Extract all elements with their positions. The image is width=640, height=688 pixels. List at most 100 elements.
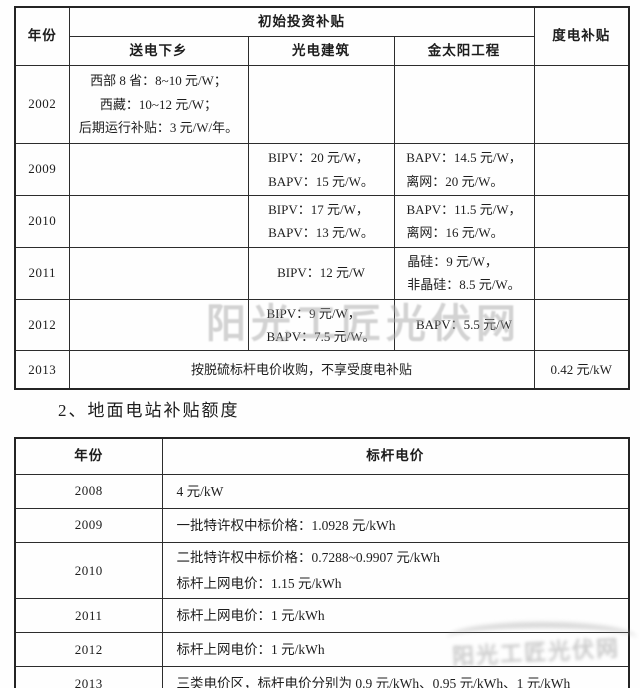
year-cell: 2011 <box>14 598 163 634</box>
year-cell: 2012 <box>14 298 70 352</box>
cell-line: BIPV：9 元/W， <box>266 305 361 321</box>
cell-line: BAPV：11.5 元/W， <box>406 202 522 217</box>
cell-line: BIPV：17 元/W， <box>268 202 369 217</box>
guang-cell: BIPV：9 元/W， BAPV：7.5 元/W。 <box>247 298 395 352</box>
table1-header-sub3: 金太阳工程 <box>393 36 535 66</box>
cell-line: 离网：16 元/W。 <box>406 225 504 241</box>
table1-header-group: 初始投资补贴 <box>68 6 535 37</box>
cell-lines: BIPV：20 元/W， BAPV：15 元/W。 <box>268 146 374 193</box>
empty-cell <box>68 298 249 352</box>
song-cell: 西部 8 省：8~10 元/W； 西藏：10~12 元/W； 后期运行补贴：3 … <box>68 65 249 144</box>
cell-line: BIPV：20 元/W， <box>268 150 369 166</box>
cell-line: 后期运行补贴：3 元/W/年。 <box>78 120 239 136</box>
guang-cell: BIPV：12 元/W <box>247 246 395 300</box>
cell-line: 标杆上网电价：1 元/kWh <box>176 641 325 657</box>
table2-row-2013: 2013 三类电价区，标杆电价分别为 0.9 元/kWh、0.95 元/kWh、… <box>14 666 630 688</box>
cell-line: 离网：20 元/W。 <box>406 173 504 189</box>
cell-line: 标杆上网电价：1.15 元/kWh <box>176 575 342 591</box>
table2-header-price: 标杆电价 <box>161 437 630 475</box>
table1-row-2013: 2013 按脱硫标杆电价收购，不享受度电补贴 0.42 元/kW <box>14 350 630 390</box>
price-cell: 标杆上网电价：1 元/kWh <box>161 632 630 668</box>
price-cell: 二批特许权中标价格：0.7288~0.9907 元/kWh 标杆上网电价：1.1… <box>161 541 630 600</box>
table2-row-2012: 2012 标杆上网电价：1 元/kWh <box>14 632 630 668</box>
year-cell: 2008 <box>14 474 163 509</box>
cell-line: BIPV：12 元/W <box>277 265 365 281</box>
cell-line: 二批特许权中标价格：0.7288~0.9907 元/kWh <box>176 550 440 565</box>
table2-header-row: 年份 标杆电价 <box>14 437 630 475</box>
year-cell: 2002 <box>14 65 70 144</box>
jin-cell: 晶硅：9 元/W， 非晶硅：8.5 元/W。 <box>393 246 535 300</box>
section-heading: 2、地面电站补贴额度 <box>58 401 240 420</box>
year-cell: 2011 <box>14 246 70 300</box>
merged-policy-cell: 按脱硫标杆电价收购，不享受度电补贴 <box>68 350 535 390</box>
empty-cell <box>533 195 630 248</box>
cell-lines: BIPV：9 元/W， BAPV：7.5 元/W。 <box>266 302 375 349</box>
price-cell: 一批特许权中标价格：1.0928 元/kWh <box>161 508 630 543</box>
cell-line: BAPV：13 元/W。 <box>268 225 374 241</box>
table2-row-2010: 2010 二批特许权中标价格：0.7288~0.9907 元/kWh 标杆上网电… <box>14 541 630 600</box>
cell-line: 非晶硅：8.5 元/W。 <box>407 277 521 293</box>
jin-cell: BAPV：5.5 元/W <box>393 298 535 352</box>
table1-row-2009: 2009 BIPV：20 元/W， BAPV：15 元/W。 BAPV：14.5… <box>14 143 630 196</box>
cell-line: 西部 8 省：8~10 元/W； <box>90 73 227 89</box>
price-cell: 4 元/kW <box>161 474 630 509</box>
cell-line: 标杆上网电价：1 元/kWh <box>176 607 325 623</box>
cell-lines: BIPV：12 元/W <box>277 261 365 284</box>
cell-lines: 晶硅：9 元/W， 非晶硅：8.5 元/W。 <box>407 250 520 297</box>
cell-line: 西藏：10~12 元/W； <box>99 96 218 112</box>
table2-header-year: 年份 <box>14 437 163 475</box>
guang-cell: BIPV：17 元/W， BAPV：13 元/W。 <box>247 195 395 248</box>
price-cell: 标杆上网电价：1 元/kWh <box>161 598 630 634</box>
table2-row-2009: 2009 一批特许权中标价格：1.0928 元/kWh <box>14 508 630 543</box>
table1-row-2002: 2002 西部 8 省：8~10 元/W； 西藏：10~12 元/W； 后期运行… <box>14 65 630 144</box>
empty-cell <box>247 65 395 144</box>
year-cell: 2013 <box>14 666 163 688</box>
year-cell: 2009 <box>14 143 70 196</box>
table1-header-row-1: 年份 初始投资补贴 度电补贴 <box>14 6 630 66</box>
ground-station-subsidy-table: 年份 标杆电价 2008 4 元/kW 2009 一批特许权中标价格：1.092… <box>14 437 630 688</box>
empty-cell <box>533 298 630 352</box>
empty-cell <box>533 246 630 300</box>
table1-header-year: 年份 <box>14 6 70 66</box>
initial-investment-subsidy-table: 年份 初始投资补贴 度电补贴 送电下乡 光电建筑 金太阳工程 2002 西部 8… <box>14 6 630 391</box>
table1-header-sub2: 光电建筑 <box>247 36 395 66</box>
empty-cell <box>533 143 630 196</box>
cell-line: 一批特许权中标价格：1.0928 元/kWh <box>176 517 396 533</box>
table1-row-2011: 2011 BIPV：12 元/W 晶硅：9 元/W， 非晶硅：8.5 元/W。 <box>14 246 630 300</box>
table2-row-2011: 2011 标杆上网电价：1 元/kWh <box>14 598 630 634</box>
cell-lines: 西部 8 省：8~10 元/W； 西藏：10~12 元/W； 后期运行补贴：3 … <box>79 69 238 139</box>
cell-line: BAPV：15 元/W。 <box>268 173 374 189</box>
empty-cell <box>68 143 249 196</box>
cell-lines: BAPV：11.5 元/W， 离网：16 元/W。 <box>406 198 521 245</box>
year-cell: 2013 <box>14 350 70 390</box>
cell-line: BAPV：5.5 元/W <box>415 317 513 333</box>
year-cell: 2010 <box>14 195 70 248</box>
year-cell: 2009 <box>14 508 163 543</box>
cell-lines: BAPV：14.5 元/W， 离网：20 元/W。 <box>406 146 522 193</box>
guang-cell: BIPV：20 元/W， BAPV：15 元/W。 <box>247 143 395 196</box>
year-cell: 2012 <box>14 632 163 668</box>
price-cell: 三类电价区，标杆电价分别为 0.9 元/kWh、0.95 元/kWh、1 元/k… <box>161 666 630 688</box>
empty-cell <box>68 246 249 300</box>
table1-header-per-kwh: 度电补贴 <box>533 6 630 66</box>
jin-cell: BAPV：14.5 元/W， 离网：20 元/W。 <box>393 143 535 196</box>
cell-line: 晶硅：9 元/W， <box>407 253 498 269</box>
cell-lines: BAPV：5.5 元/W <box>416 313 512 336</box>
table1-header-sub1: 送电下乡 <box>68 36 249 66</box>
empty-cell <box>393 65 535 144</box>
cell-line: 4 元/kW <box>176 483 224 499</box>
empty-cell <box>68 195 249 248</box>
table2-row-2008: 2008 4 元/kW <box>14 474 630 509</box>
jin-cell: BAPV：11.5 元/W， 离网：16 元/W。 <box>393 195 535 248</box>
table1-row-2010: 2010 BIPV：17 元/W， BAPV：13 元/W。 BAPV：11.5… <box>14 195 630 248</box>
cell-line: 三类电价区，标杆电价分别为 0.9 元/kWh、0.95 元/kWh、1 元/k… <box>176 675 571 688</box>
cell-line: BAPV：14.5 元/W， <box>406 150 522 166</box>
table1-row-2012: 2012 BIPV：9 元/W， BAPV：7.5 元/W。 BAPV：5.5 … <box>14 298 630 352</box>
empty-cell <box>533 65 630 144</box>
dudian-cell: 0.42 元/kW <box>533 350 630 390</box>
cell-line: BAPV：7.5 元/W。 <box>266 328 376 344</box>
year-cell: 2010 <box>14 541 163 600</box>
cell-lines: BIPV：17 元/W， BAPV：13 元/W。 <box>268 198 374 245</box>
table1-header-row-2: 送电下乡 光电建筑 金太阳工程 <box>15 36 629 66</box>
